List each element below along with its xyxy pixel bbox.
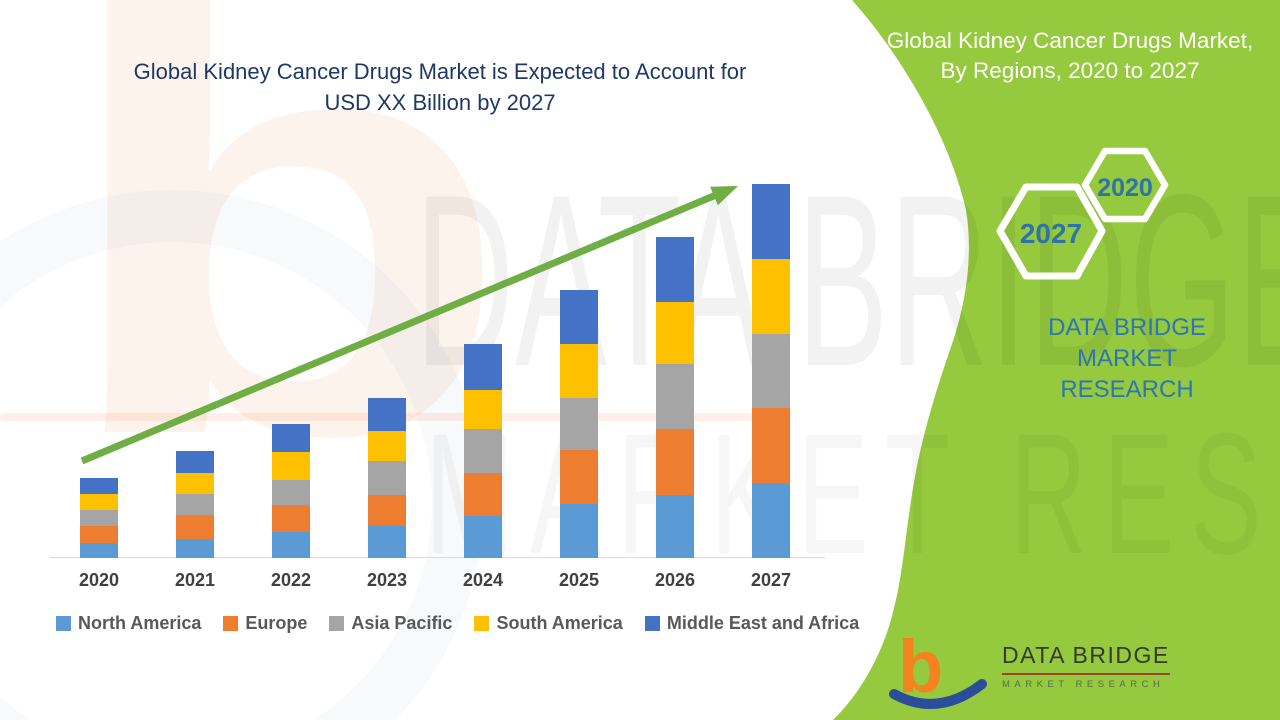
bar-segment-2024-north-america [464, 516, 502, 558]
x-axis-label-2021: 2021 [174, 570, 216, 590]
x-axis-label-2027: 2027 [750, 570, 792, 590]
legend-label: North America [78, 613, 202, 633]
legend-swatch [474, 616, 490, 631]
x-axis-label-2025: 2025 [558, 570, 600, 590]
bar-segment-2023-north-america [368, 526, 406, 558]
bar-2023 [368, 398, 406, 558]
logo-subtitle: MARKET RESEARCH [1002, 679, 1165, 690]
bar-segment-2023-middle-east-and-africa [368, 398, 406, 431]
logo-name: DATA BRIDGE [1002, 642, 1170, 675]
bar-segment-2021-middle-east-and-africa [176, 451, 214, 473]
x-axis-label-2023: 2023 [366, 570, 408, 590]
chart-title-line1: Global Kidney Cancer Drugs Market is Exp… [133, 59, 747, 84]
bar-segment-2026-north-america [656, 495, 694, 558]
chart-title: Global Kidney Cancer Drugs Market is Exp… [85, 56, 795, 118]
legend-swatch [329, 616, 345, 631]
bar-segment-2024-middle-east-and-africa [464, 344, 502, 390]
company-logo: b DATA BRIDGE MARKET RESEARCH [880, 628, 1170, 712]
bar-segment-2026-asia-pacific [656, 364, 694, 429]
bar-segment-2025-asia-pacific [560, 398, 598, 450]
legend-swatch [56, 616, 71, 631]
bar-segment-2020-europe [80, 526, 118, 543]
bar-segment-2025-south-america [560, 344, 598, 398]
bar-segment-2023-asia-pacific [368, 461, 406, 495]
legend-item-europe: Europe [223, 613, 307, 634]
bar-2020 [80, 478, 118, 558]
bar-segment-2027-europe [752, 408, 790, 483]
bar-segment-2020-asia-pacific [80, 510, 118, 526]
legend-item-north-america: North America [56, 613, 201, 634]
bar-segment-2020-north-america [80, 543, 118, 558]
bar-segment-2020-middle-east-and-africa [80, 478, 118, 494]
bar-segment-2026-south-america [656, 302, 694, 364]
bar-segment-2024-asia-pacific [464, 429, 502, 473]
legend-label: Asia Pacific [351, 613, 453, 633]
logo-swoosh [889, 679, 987, 709]
bar-segment-2027-asia-pacific [752, 334, 790, 408]
brand-wordmark-line2: RESEARCH [1060, 376, 1194, 403]
band-title-line1: Global Kidney Cancer Drugs Market, [886, 28, 1254, 53]
bar-segment-2026-middle-east-and-africa [656, 237, 694, 302]
brand-wordmark-line1: DATA BRIDGE MARKET [1048, 314, 1206, 372]
legend-label: Middle East and Africa [666, 613, 860, 633]
bar-2025 [560, 290, 598, 558]
chart-title-line2: USD XX Billion by 2027 [324, 90, 556, 115]
bar-segment-2022-asia-pacific [272, 480, 310, 505]
band-title: Global Kidney Cancer Drugs Market, By Re… [868, 26, 1272, 86]
bar-segment-2027-middle-east-and-africa [752, 184, 790, 259]
bar-segment-2027-south-america [752, 259, 790, 334]
bar-segment-2026-europe [656, 429, 694, 495]
bar-2021 [176, 451, 214, 558]
legend-label: Europe [245, 613, 308, 633]
bar-segment-2022-middle-east-and-africa [272, 424, 310, 452]
brand-wordmark: DATA BRIDGE MARKET RESEARCH [1002, 312, 1252, 405]
x-axis-line [50, 557, 825, 558]
bar-segment-2024-south-america [464, 390, 502, 429]
bar-2022 [272, 424, 310, 558]
bar-segment-2020-south-america [80, 494, 118, 510]
legend-item-south-america: South America [474, 613, 623, 634]
legend-swatch [223, 616, 239, 631]
bar-segment-2022-south-america [272, 452, 310, 480]
bar-segment-2023-europe [368, 495, 406, 526]
bar-segment-2022-north-america [272, 532, 310, 558]
x-axis-label-2026: 2026 [654, 570, 696, 590]
legend-swatch [644, 616, 660, 631]
bar-segment-2022-europe [272, 505, 310, 532]
bar-segment-2025-europe [560, 450, 598, 504]
bar-segment-2021-south-america [176, 473, 214, 494]
logo-mark: b [889, 628, 987, 709]
bar-segment-2025-north-america [560, 504, 598, 558]
x-axis-label-2022: 2022 [270, 570, 312, 590]
bar-2027 [752, 184, 790, 558]
legend: North America Europe Asia Pacific South Ame… [56, 613, 859, 634]
bar-2024 [464, 344, 502, 558]
bar-segment-2025-middle-east-and-africa [560, 290, 598, 344]
bar-segment-2021-north-america [176, 539, 214, 558]
bar-segment-2021-asia-pacific [176, 494, 214, 515]
logo-b-glyph: b [898, 628, 943, 708]
legend-item-asia-pacific: Asia Pacific [329, 613, 452, 634]
band-title-line2: By Regions, 2020 to 2027 [940, 58, 1200, 83]
bar-segment-2021-europe [176, 515, 214, 539]
bar-segment-2024-europe [464, 473, 502, 516]
x-axis-label-2024: 2024 [462, 570, 504, 590]
x-axis-label-2020: 2020 [78, 570, 120, 590]
legend-label: South America [496, 613, 623, 633]
legend-item-middle-east-and-africa: Middle East and Africa [644, 613, 860, 634]
bar-segment-2027-north-america [752, 483, 790, 558]
bar-segment-2023-south-america [368, 431, 406, 461]
bar-2026 [656, 237, 694, 558]
green-band-shape [833, 0, 1280, 720]
